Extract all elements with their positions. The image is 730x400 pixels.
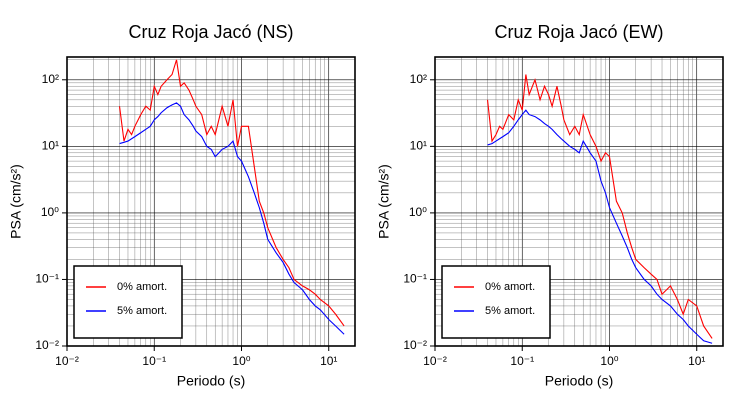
legend-label: 0% amort.	[485, 281, 535, 293]
x-tick-label: 10¹	[688, 354, 705, 368]
x-tick-label: 10⁻¹	[142, 354, 166, 368]
legend-label: 5% amort.	[117, 305, 167, 317]
x-tick-label: 10¹	[320, 354, 337, 368]
y-tick-label: 10⁻¹	[403, 272, 427, 286]
x-tick-label: 10⁻²	[55, 354, 79, 368]
x-tick-label: 10⁰	[600, 354, 618, 368]
y-tick-label: 10²	[42, 72, 59, 86]
data-line	[119, 102, 345, 335]
legend-label: 0% amort.	[117, 281, 167, 293]
data-line	[486, 74, 713, 339]
y-tick-label: 10¹	[42, 139, 59, 153]
data-line	[487, 109, 713, 344]
legend-box	[73, 265, 183, 339]
y-tick-label: 10⁰	[41, 205, 59, 219]
x-tick-label: 10⁻²	[423, 354, 447, 368]
x-axis-label: Periodo (s)	[177, 373, 245, 389]
x-axis-label: Periodo (s)	[545, 373, 613, 389]
y-tick-label: 10⁻¹	[35, 272, 59, 286]
y-tick-label: 10¹	[410, 139, 427, 153]
y-tick-label: 10⁻²	[403, 338, 427, 352]
y-axis-label: PSA (cm/s²)	[376, 164, 392, 239]
data-line	[118, 59, 345, 327]
chart-title: Cruz Roja Jacó (EW)	[494, 22, 663, 42]
chart-panel: 10⁻² 10⁻¹ 10⁰ 10¹ 10⁻² 10⁻¹ 10⁰ 10¹ 10² Cruz Roja…	[376, 22, 724, 389]
legend-label: 5% amort.	[485, 305, 535, 317]
x-tick-label: 10⁰	[232, 354, 250, 368]
y-tick-label: 10⁰	[409, 205, 427, 219]
x-tick-label: 10⁻¹	[510, 354, 534, 368]
y-tick-label: 10²	[410, 72, 427, 86]
plot-frame	[434, 56, 724, 347]
y-axis-label: PSA (cm/s²)	[8, 164, 24, 239]
plot-frame	[66, 56, 356, 347]
chart-panel: 10⁻² 10⁻¹ 10⁰ 10¹ 10⁻² 10⁻¹ 10⁰ 10¹ 10² Cruz Roja…	[8, 22, 356, 389]
y-tick-label: 10⁻²	[35, 338, 59, 352]
chart-title: Cruz Roja Jacó (NS)	[128, 22, 293, 42]
legend-box	[441, 265, 551, 339]
